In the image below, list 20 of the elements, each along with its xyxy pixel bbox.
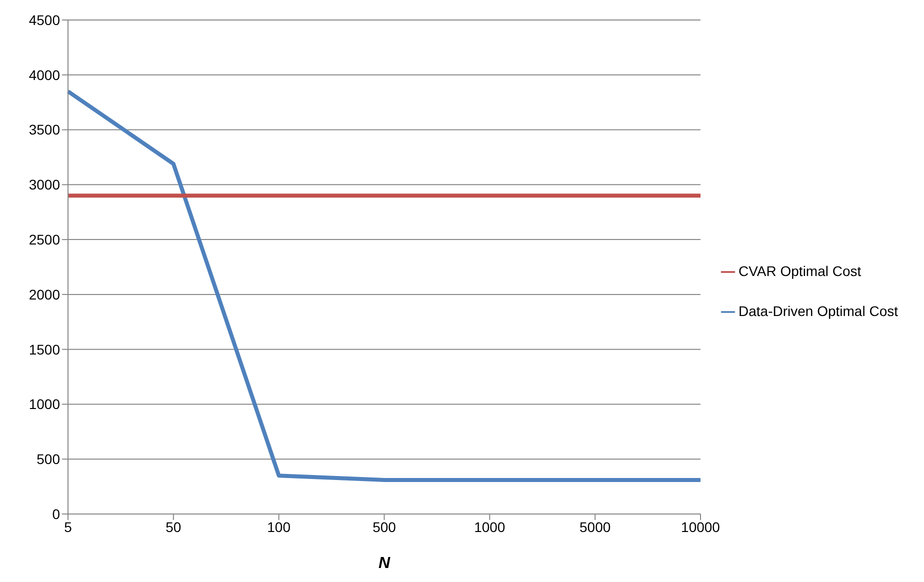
x-tick-label: 100: [267, 518, 291, 535]
y-tick-label: 4500: [28, 12, 60, 28]
y-tick-label: 1000: [28, 396, 60, 412]
x-tick-label: 500: [372, 518, 396, 535]
y-tick-label: 4000: [28, 66, 60, 83]
legend-label: Data-Driven Optimal Cost: [738, 303, 898, 319]
x-tick-label: 10000: [681, 518, 720, 535]
y-tick-label: 2500: [28, 232, 60, 248]
x-tick-label: 5: [64, 518, 72, 535]
x-tick-label: 1000: [474, 518, 506, 535]
x-axis-title: N: [378, 555, 390, 572]
y-tick-label: 1500: [28, 341, 60, 358]
legend-label: CVAR Optimal Cost: [738, 263, 862, 279]
y-tick-label: 2000: [28, 286, 60, 302]
y-tick-label: 3500: [28, 122, 60, 138]
x-tick-label: 5000: [580, 518, 611, 535]
y-tick-label: 0: [52, 506, 60, 522]
y-tick-label: 3000: [28, 176, 60, 193]
y-tick-label: 500: [36, 451, 60, 468]
x-tick-label: 50: [166, 518, 182, 535]
